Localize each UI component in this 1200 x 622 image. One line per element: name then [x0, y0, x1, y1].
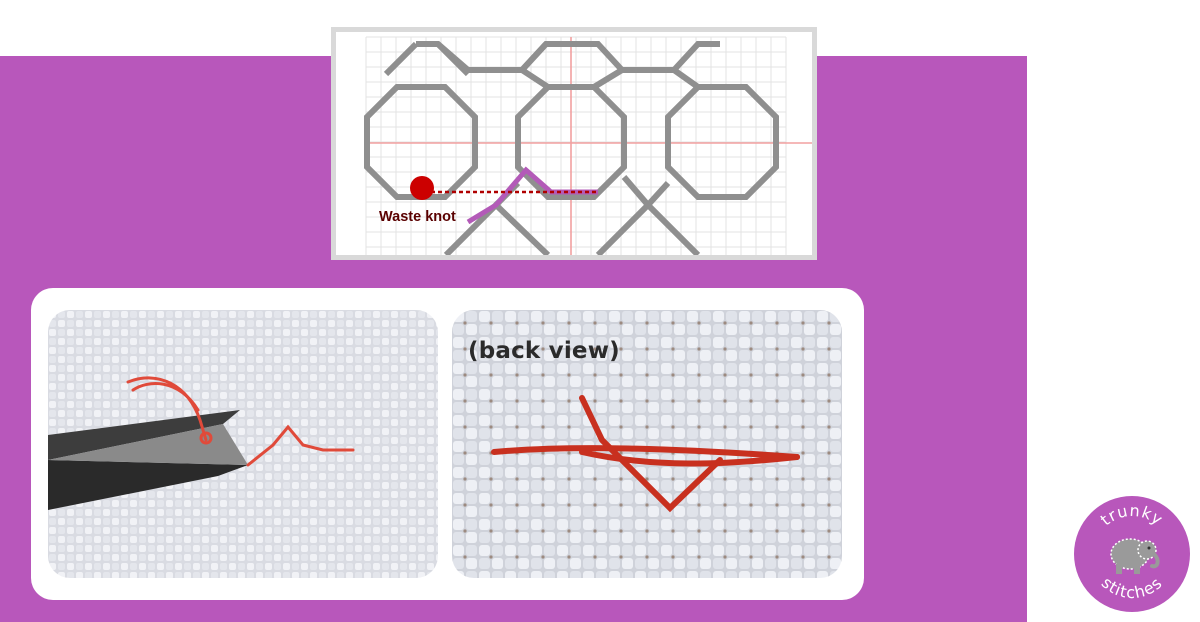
waste-knot-label: Waste knot [379, 209, 456, 225]
trunky-stitches-logo[interactable]: trunky stitches [1074, 496, 1190, 612]
photo-card: (back view) [31, 288, 864, 600]
stitch-diagram: Waste knot [331, 27, 817, 260]
red-thread [126, 376, 355, 467]
diagram-canvas: Waste knot [364, 36, 812, 255]
waste-knot-dot [410, 176, 434, 200]
front-photo [48, 310, 438, 578]
elephant-icon [1110, 538, 1160, 574]
back-thread [491, 395, 800, 513]
back-view-label: (back view) [468, 338, 620, 364]
diagram-grid [365, 36, 787, 255]
scissors-icon [48, 410, 248, 510]
logo-top-text: trunky [1097, 501, 1167, 530]
back-view-photo: (back view) [452, 310, 842, 578]
center-lines [366, 37, 812, 255]
logo-bottom-text: stitches [1098, 573, 1166, 602]
